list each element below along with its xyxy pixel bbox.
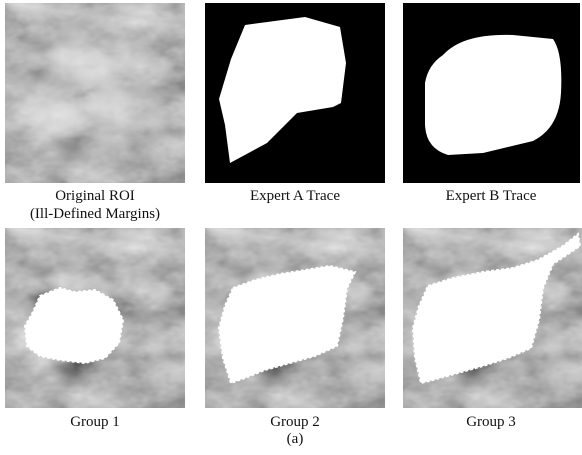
caption: Group 1	[70, 414, 120, 430]
expert-b-image	[403, 3, 580, 183]
caption: Group 2	[270, 414, 320, 430]
caption: Expert A Trace	[250, 188, 340, 204]
group-3-image	[403, 228, 582, 408]
original-roi-image	[5, 3, 185, 183]
caption: Expert B Trace	[446, 188, 537, 204]
group-2-image	[205, 228, 385, 408]
group-1-image	[5, 228, 185, 408]
expert-a-image	[205, 3, 385, 183]
caption: Original ROI	[55, 188, 135, 204]
caption: (Ill-Defined Margins)	[30, 206, 160, 222]
figure-label: (a)	[287, 431, 304, 447]
figure: Original ROI (Ill-Defined Margins) Exper…	[0, 0, 582, 455]
caption: Group 3	[466, 414, 516, 430]
